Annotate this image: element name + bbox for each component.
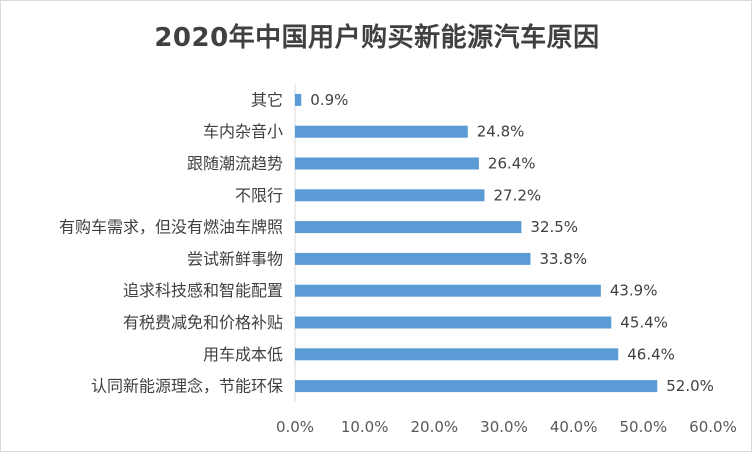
x-tick-label: 0.0% (276, 418, 314, 436)
data-label: 43.9% (610, 282, 658, 300)
data-label: 33.8% (539, 250, 587, 268)
data-label: 32.5% (530, 218, 578, 236)
category-label: 车内杂音小 (203, 122, 283, 141)
category-label: 追求科技感和智能配置 (123, 281, 283, 300)
bar (295, 252, 531, 265)
bar (295, 157, 479, 170)
x-tick-label: 20.0% (411, 418, 459, 436)
x-tick-label: 60.0% (689, 418, 737, 436)
data-label: 0.9% (310, 91, 348, 109)
category-label: 不限行 (235, 186, 283, 205)
data-label: 24.8% (477, 123, 525, 141)
x-tick-label: 50.0% (620, 418, 668, 436)
category-label: 有税费减免和价格补贴 (123, 313, 283, 332)
category-label: 用车成本低 (203, 345, 283, 364)
category-label: 尝试新鲜事物 (187, 249, 283, 268)
data-label: 26.4% (488, 155, 536, 173)
x-tick-label: 10.0% (341, 418, 389, 436)
data-label: 52.0% (666, 377, 714, 395)
data-label: 27.2% (493, 186, 541, 204)
category-label: 跟随潮流趋势 (187, 154, 283, 173)
category-label: 其它 (251, 90, 283, 109)
bar (295, 189, 485, 202)
bar (295, 348, 619, 361)
data-label: 46.4% (627, 345, 675, 363)
category-label: 认同新能源理念，节能环保 (91, 377, 283, 396)
chart-title: 2020年中国用户购买新能源汽车原因 (154, 23, 600, 53)
bar (295, 93, 302, 106)
x-tick-label: 40.0% (550, 418, 598, 436)
bar (295, 221, 522, 234)
bar (295, 284, 601, 297)
category-label: 有购车需求，但没有燃油车牌照 (59, 218, 283, 237)
x-tick-label: 30.0% (480, 418, 528, 436)
bar (295, 125, 468, 138)
bar (295, 316, 612, 329)
data-label: 45.4% (620, 314, 668, 332)
bar (295, 380, 658, 393)
